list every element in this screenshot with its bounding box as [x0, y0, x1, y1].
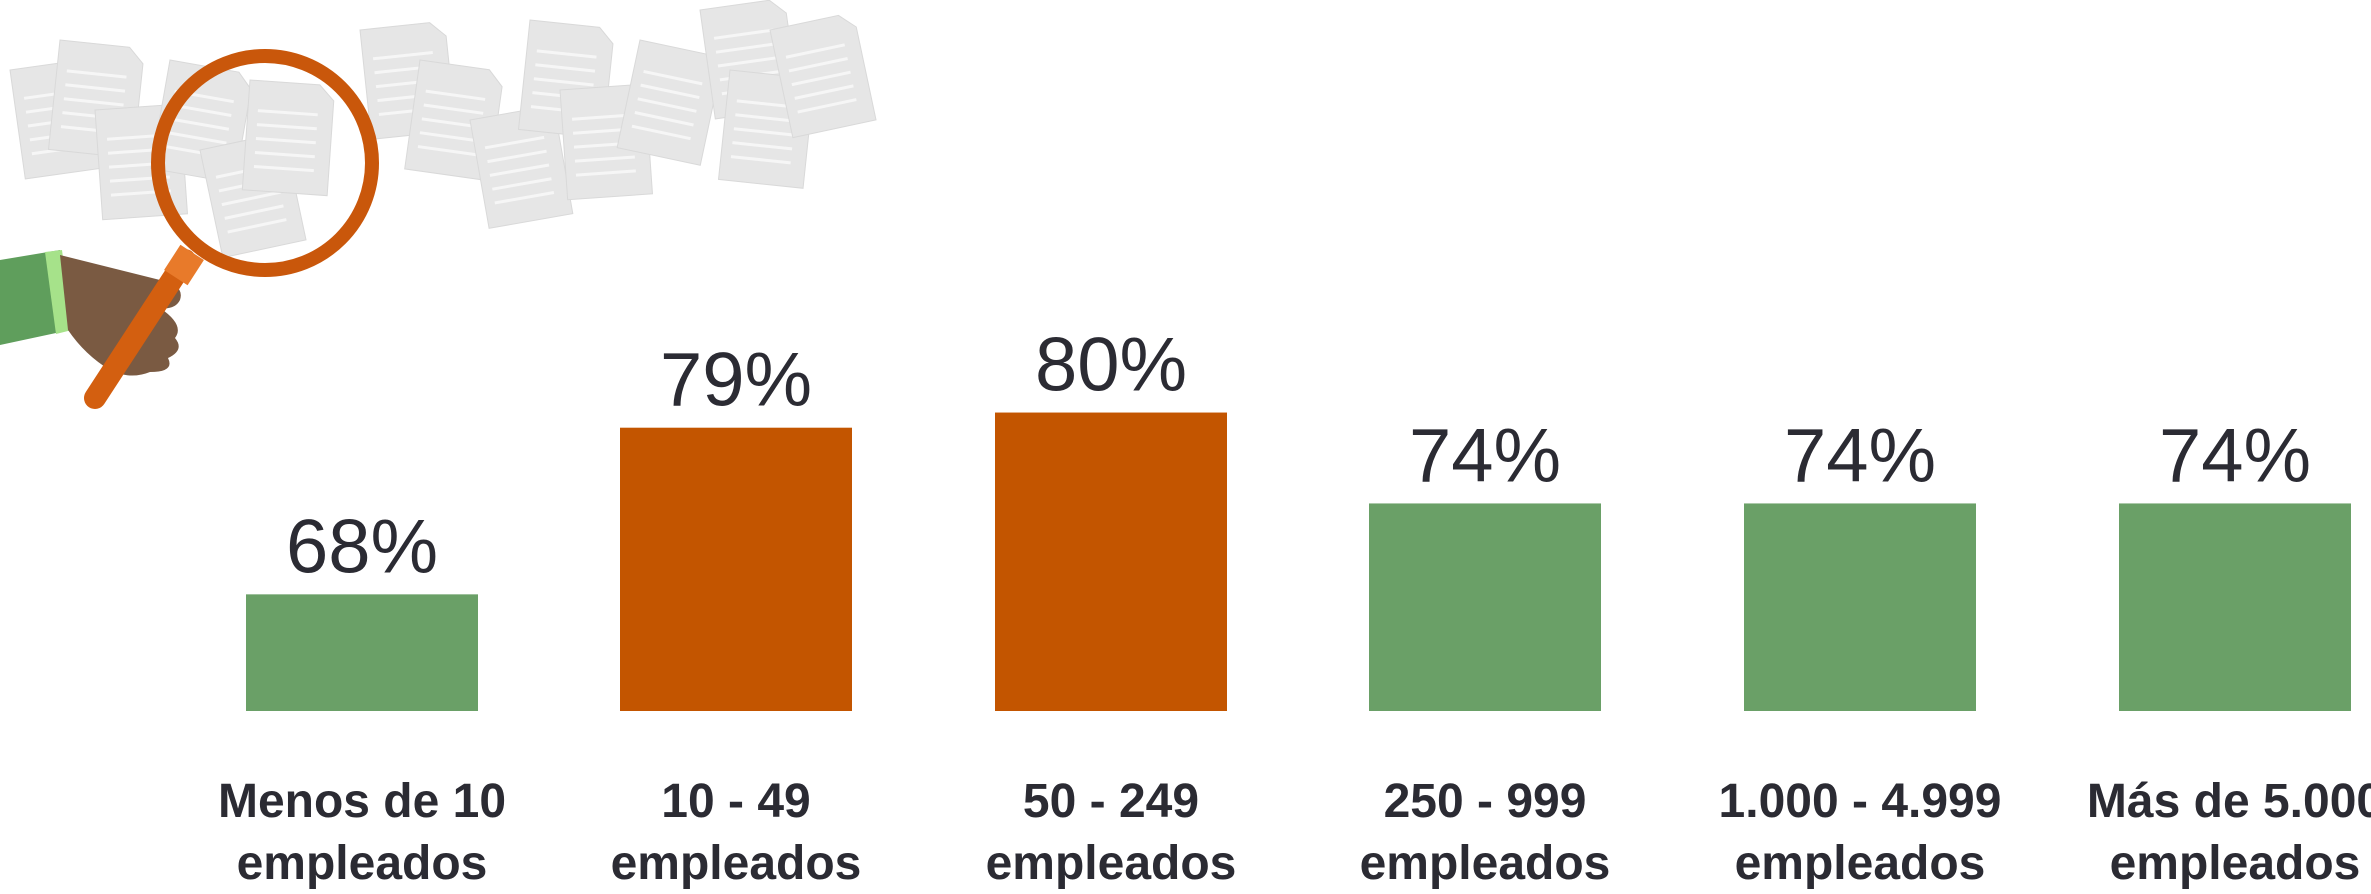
- bar-6: [2119, 503, 2351, 711]
- category-label-6-line-1: Más de 5.000: [2087, 775, 2371, 828]
- value-label-6: 74%: [2159, 413, 2311, 498]
- bar-5: [1744, 503, 1976, 711]
- category-label-2-line-2: empleados: [611, 837, 862, 889]
- category-label-4-line-2: empleados: [1360, 837, 1611, 889]
- category-labels: Menos de 10 empleados 10 - 49 empleados 50 -…: [218, 775, 2371, 890]
- category-label-6-line-2: empleados: [2110, 837, 2361, 889]
- category-label-1-line-2: empleados: [237, 837, 488, 889]
- value-label-2: 79%: [660, 338, 812, 423]
- category-label-2-line-1: 10 - 49: [661, 775, 810, 828]
- bar-1: [246, 594, 478, 711]
- category-label-4-line-1: 250 - 999: [1384, 775, 1587, 828]
- bars: [246, 412, 2351, 711]
- documents-icon: [9, 0, 877, 259]
- bar-2: [620, 427, 852, 711]
- value-label-3: 80%: [1035, 323, 1187, 408]
- bar-4: [1369, 503, 1601, 711]
- magnifying-glass-icon: [84, 49, 379, 409]
- category-label-5-line-1: 1.000 - 4.999: [1719, 775, 2002, 828]
- hand-icon: [0, 250, 181, 376]
- category-label-3-line-1: 50 - 249: [1023, 775, 1199, 828]
- paper-sheet-6: [241, 79, 335, 197]
- category-label-1-line-1: Menos de 10: [218, 775, 506, 828]
- paper-sheet-15: [769, 14, 877, 139]
- value-label-4: 74%: [1409, 413, 1561, 498]
- paper-sheet-12: [616, 39, 721, 166]
- value-label-5: 74%: [1784, 413, 1936, 498]
- value-label-1: 68%: [286, 504, 438, 589]
- magnifying-glass-over-documents-icon: [0, 0, 877, 409]
- category-label-5-line-2: empleados: [1735, 837, 1986, 889]
- bar-3: [995, 412, 1227, 711]
- category-label-3-line-2: empleados: [986, 837, 1237, 889]
- value-labels: 68% 79% 80% 74% 74% 74%: [286, 323, 2311, 590]
